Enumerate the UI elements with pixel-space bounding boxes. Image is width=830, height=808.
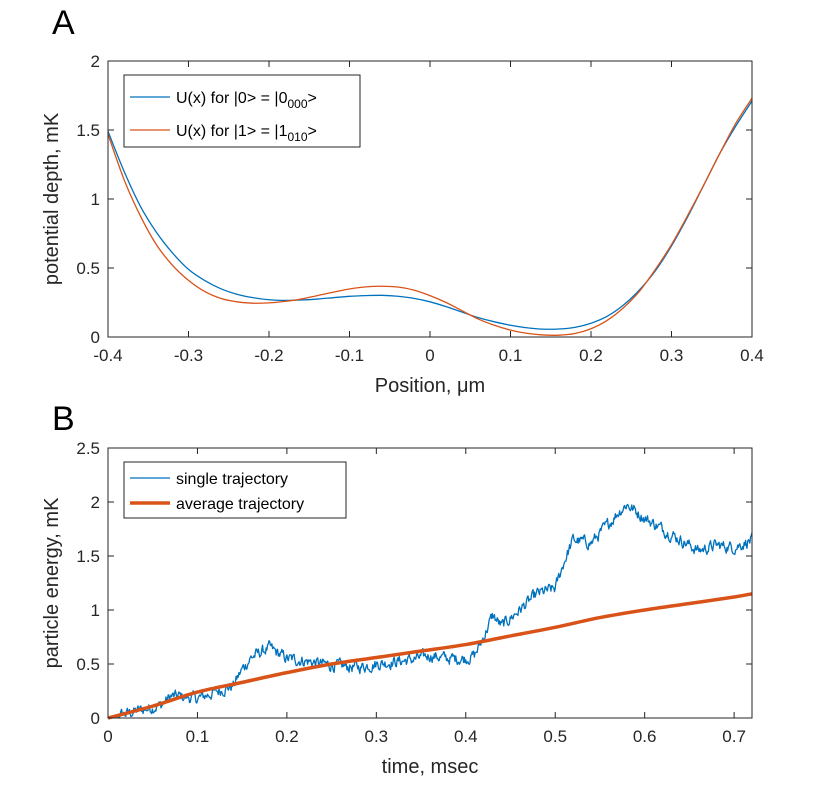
x-tick-label: 0.4 [454,727,478,746]
x-tick-label: 0.6 [633,727,657,746]
x-tick-label: 0.2 [579,346,603,365]
x-tick-label: -0.3 [174,346,203,365]
y-tick-label: 0.5 [76,259,100,278]
x-tick-label: 0.2 [275,727,299,746]
y-tick-label: 0.5 [76,655,100,674]
y-tick-label: 1 [91,190,100,209]
x-tick-label: 0.7 [722,727,746,746]
y-tick-label: 1.5 [76,121,100,140]
y-tick-label: 1 [91,601,100,620]
legend-label-2: U(x) for |1> = |1010> [176,123,317,144]
panel-letter-a: A [52,4,75,42]
y-tick-label: 0 [91,709,100,728]
y-tick-label: 1.5 [76,547,100,566]
energy-chart: 0 0.1 0.2 0.3 0.4 0.5 0.6 0.7 0 0.5 1 1.5 2 2.5 time, … [41,439,753,778]
series-line-2 [107,97,753,336]
x-tick-label: 0.3 [365,727,389,746]
y-tick-label: 2 [91,493,100,512]
x-axis-label: Position, μm [375,375,485,397]
y-tick-label: 2 [91,52,100,71]
x-tick-label: -0.4 [93,346,122,365]
x-tick-label: 0.1 [499,346,523,365]
legend-label-1: U(x) for |0> = |0000> [176,90,317,111]
y-tick-label: 0 [91,328,100,347]
x-tick-label: -0.2 [254,346,283,365]
x-tick-label: 0.1 [186,727,210,746]
series-line-2 [107,592,753,720]
legend-box [123,74,361,148]
x-tick-label: 0.5 [543,727,567,746]
x-axis-label: time, msec [382,756,479,778]
panel-letter-b: B [52,400,75,438]
axes-box [107,447,753,719]
y-axis-label: potential depth, mK [41,112,63,285]
legend-box [123,461,347,519]
legend-label-2: average trajectory [176,496,304,513]
x-tick-label: 0.4 [740,346,764,365]
x-tick-label: 0.3 [660,346,684,365]
y-tick-label: 2.5 [76,439,100,458]
x-tick-label: 0 [425,346,434,365]
x-tick-label: 0 [103,727,112,746]
potential-chart: -0.4 -0.3 -0.2 -0.1 0 0.1 0.2 0.3 0.4 0 0.5 1 1.5 2 Po… [41,52,764,397]
y-axis-label: particle energy, mK [41,497,63,668]
x-tick-label: -0.1 [335,346,364,365]
legend-label-1: single trajectory [176,471,288,488]
